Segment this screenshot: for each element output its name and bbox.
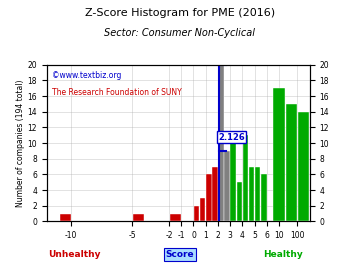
Y-axis label: Number of companies (194 total): Number of companies (194 total)	[16, 79, 25, 207]
Bar	[59, 214, 71, 221]
Bar	[224, 151, 230, 221]
Text: Healthy: Healthy	[263, 250, 302, 259]
Bar	[255, 167, 261, 221]
Bar	[285, 104, 297, 221]
Bar	[218, 65, 224, 221]
Bar	[230, 143, 236, 221]
Bar	[261, 174, 266, 221]
Text: Sector: Consumer Non-Cyclical: Sector: Consumer Non-Cyclical	[104, 28, 256, 38]
Text: ©www.textbiz.org: ©www.textbiz.org	[52, 71, 121, 80]
Text: Z-Score Histogram for PME (2016): Z-Score Histogram for PME (2016)	[85, 8, 275, 18]
Bar	[133, 214, 144, 221]
Text: Score: Score	[166, 250, 194, 259]
Bar	[243, 135, 248, 221]
Bar	[194, 206, 199, 221]
Text: 2.126: 2.126	[219, 133, 245, 141]
Bar	[273, 88, 285, 221]
Bar	[237, 182, 242, 221]
Bar	[249, 167, 255, 221]
Bar	[298, 112, 309, 221]
Text: The Research Foundation of SUNY: The Research Foundation of SUNY	[52, 88, 182, 97]
Bar	[206, 174, 212, 221]
Text: Unhealthy: Unhealthy	[49, 250, 101, 259]
Bar	[212, 167, 218, 221]
Bar	[200, 198, 206, 221]
Bar	[170, 214, 181, 221]
